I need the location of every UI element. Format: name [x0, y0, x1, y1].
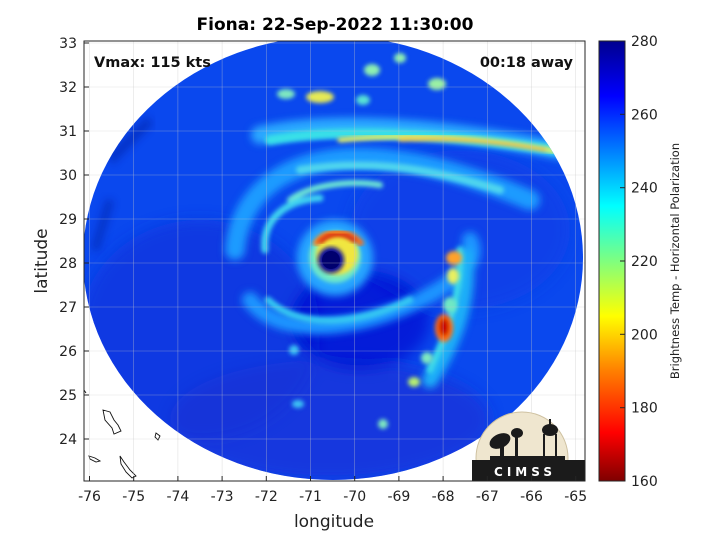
x-tick-label: -75 — [122, 489, 145, 505]
colorbar-tick-label: 280 — [631, 34, 658, 50]
colorbar-tick-label: 200 — [631, 327, 658, 343]
colorbar-tick-label: 240 — [631, 181, 658, 197]
colorbar: 160 180 200 220 240 260 280 Brightness T… — [598, 34, 682, 490]
y-tick-label: 24 — [59, 432, 77, 448]
cimss-logo: CIMSS — [472, 411, 585, 481]
water-tower-icon — [542, 424, 558, 436]
eyewall — [297, 220, 373, 296]
x-tick-label: -72 — [255, 489, 278, 505]
y-tick-label: 29 — [59, 212, 77, 228]
x-axis-label: longitude — [294, 512, 374, 532]
y-tick-label: 28 — [59, 256, 77, 272]
y-axis-label: latitude — [32, 228, 52, 293]
vmax-annotation: Vmax: 115 kts — [94, 55, 211, 71]
colorbar-tick-label: 220 — [631, 254, 658, 270]
colorbar-tick-label: 180 — [631, 401, 658, 417]
satellite-dish-icon — [489, 433, 511, 449]
colorbar-label: Brightness Temp - Horizontal Polarizatio… — [668, 143, 682, 379]
northern-cells — [277, 53, 446, 105]
y-tick-labels: 24 25 26 27 28 29 30 31 32 33 — [59, 36, 77, 448]
x-tick-labels: -76 -75 -74 -73 -72 -71 -70 -69 -68 -67 … — [78, 489, 587, 505]
x-tick-label: -70 — [343, 489, 366, 505]
x-tick-label: -67 — [476, 489, 499, 505]
grid — [84, 41, 585, 481]
chart-title: Fiona: 22-Sep-2022 11:30:00 — [197, 15, 474, 35]
microwave-swath — [84, 41, 583, 480]
x-tick-label: -71 — [299, 489, 322, 505]
colorbar-tick-label: 260 — [631, 107, 658, 123]
y-tick-label: 33 — [59, 36, 77, 52]
time-annotation: 00:18 away — [480, 55, 574, 71]
y-tick-label: 26 — [59, 344, 77, 360]
satellite-dish-icon-2 — [511, 428, 523, 438]
y-tick-label: 25 — [59, 388, 77, 404]
y-tick-label: 32 — [59, 80, 77, 96]
logo-text: CIMSS — [494, 465, 556, 479]
plot-area: CIMSS — [84, 41, 585, 481]
colorbar-tick-label: 160 — [631, 474, 658, 490]
x-tick-label: -65 — [564, 489, 587, 505]
y-tick-label: 27 — [59, 300, 77, 316]
y-tick-label: 31 — [59, 124, 77, 140]
axes-frame — [83, 40, 586, 482]
x-tick-label: -66 — [520, 489, 543, 505]
x-tick-label: -76 — [78, 489, 101, 505]
y-tick-label: 30 — [59, 168, 77, 184]
rainband-se — [289, 251, 462, 429]
logo-banner — [472, 460, 585, 481]
x-tick-label: -73 — [211, 489, 234, 505]
x-tick-label: -74 — [166, 489, 189, 505]
tick-marks — [84, 42, 577, 481]
x-tick-label: -69 — [387, 489, 410, 505]
x-tick-label: -68 — [432, 489, 455, 505]
